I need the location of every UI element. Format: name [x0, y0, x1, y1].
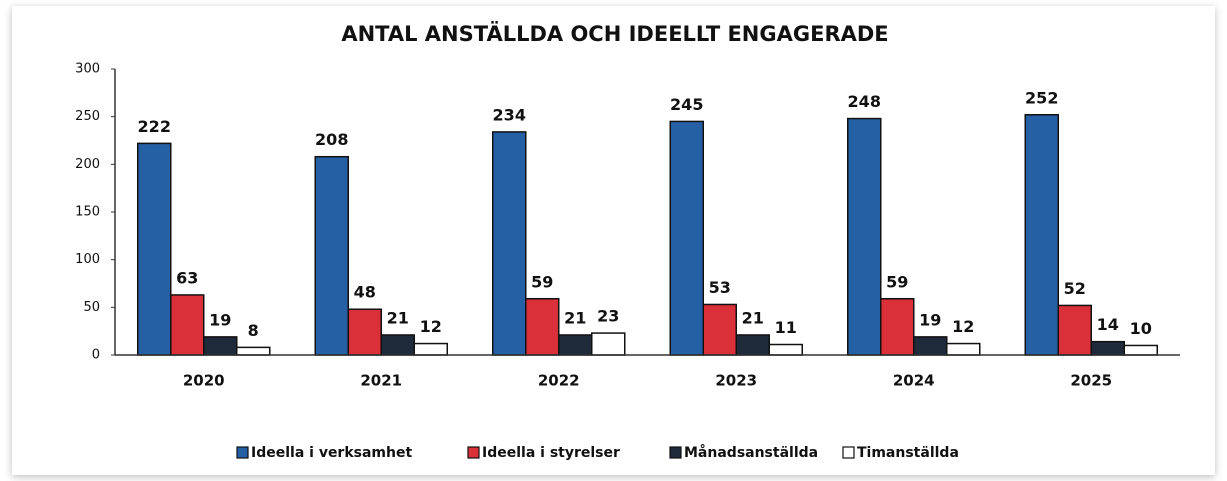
- y-tick-label: 300: [75, 62, 100, 77]
- value-label: 14: [1097, 315, 1119, 334]
- bar: [558, 334, 593, 356]
- value-label: 21: [387, 308, 409, 327]
- value-label: 21: [564, 308, 586, 327]
- bar: [1123, 344, 1158, 356]
- value-label: 48: [354, 283, 376, 302]
- bar: [314, 155, 349, 356]
- value-label: 12: [420, 317, 442, 336]
- bar: [1024, 114, 1059, 356]
- bar: [236, 346, 271, 356]
- legend-label: Timanställda: [857, 445, 959, 461]
- bar: [847, 117, 882, 356]
- bar: [413, 342, 448, 356]
- legend-label: Ideella i styrelser: [482, 445, 620, 461]
- y-tick-label: 250: [75, 109, 100, 124]
- x-tick-label: 2022: [538, 372, 580, 390]
- value-label: 63: [176, 268, 198, 287]
- value-label: 59: [531, 272, 553, 291]
- value-label: 248: [848, 92, 881, 111]
- x-tick-label: 2024: [893, 372, 935, 390]
- value-label: 11: [775, 318, 797, 337]
- bar: [525, 298, 560, 356]
- value-label: 53: [709, 278, 731, 297]
- x-tick-label: 2023: [715, 372, 757, 390]
- bar: [170, 294, 205, 356]
- bar: [913, 336, 948, 356]
- y-tick-label: 200: [75, 157, 100, 172]
- y-tick-label: 50: [83, 300, 100, 315]
- legend-swatch: [842, 446, 855, 459]
- value-label: 245: [670, 95, 703, 114]
- x-tick-label: 2025: [1070, 372, 1112, 390]
- value-label: 222: [138, 117, 171, 136]
- legend-swatch: [236, 446, 249, 459]
- value-label: 19: [919, 310, 941, 329]
- value-label: 21: [742, 308, 764, 327]
- legend-label: Månadsanställda: [684, 444, 818, 461]
- card: [12, 6, 1215, 475]
- value-label: 19: [209, 310, 231, 329]
- bar: [492, 131, 527, 356]
- value-label: 10: [1130, 319, 1152, 338]
- value-label: 234: [493, 105, 526, 124]
- value-label: 23: [597, 307, 619, 326]
- bar: [702, 303, 737, 356]
- bar: [880, 298, 915, 356]
- bar: [735, 334, 770, 356]
- bar: [1090, 340, 1125, 356]
- x-tick-label: 2020: [183, 372, 225, 390]
- x-tick-label: 2021: [360, 372, 402, 390]
- bar: [203, 336, 238, 356]
- value-label: 252: [1025, 88, 1058, 107]
- legend-label: Ideella i verksamhet: [251, 445, 412, 461]
- value-label: 8: [248, 321, 259, 340]
- bar: [591, 332, 626, 356]
- y-tick-label: 150: [75, 205, 100, 220]
- value-label: 208: [315, 130, 348, 149]
- legend-swatch: [669, 446, 682, 459]
- y-tick-label: 100: [75, 252, 100, 267]
- value-label: 59: [886, 272, 908, 291]
- chart-title: ANTAL ANSTÄLLDA OCH IDEELLT ENGAGERADE: [341, 21, 888, 46]
- value-label: 52: [1064, 279, 1086, 298]
- bar: [137, 142, 172, 356]
- bar: [669, 120, 704, 356]
- bar: [946, 342, 981, 356]
- y-tick-label: 0: [92, 348, 100, 363]
- value-label: 12: [952, 317, 974, 336]
- bar: [768, 343, 803, 356]
- legend-swatch: [467, 446, 480, 459]
- bar: [380, 334, 415, 356]
- bar: [347, 308, 382, 356]
- bar: [1057, 304, 1092, 356]
